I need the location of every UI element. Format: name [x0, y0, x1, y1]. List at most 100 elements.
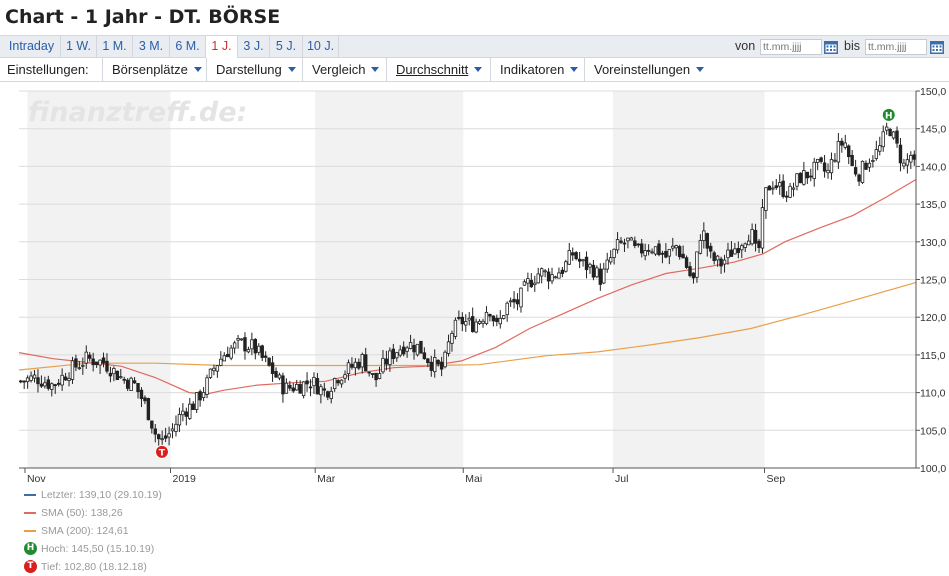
candle-body [215, 365, 220, 372]
candle-body [512, 298, 516, 303]
candle-body [836, 141, 841, 163]
candle-body [453, 319, 458, 337]
tab-3-j[interactable]: 3 J. [238, 36, 270, 57]
candle-body [753, 229, 758, 244]
candle-body [729, 249, 734, 257]
candle-body [757, 240, 761, 249]
candle-body [767, 185, 772, 191]
settings-label: Einstellungen: [7, 62, 89, 77]
candle-body [560, 269, 565, 274]
chevron-down-icon [287, 67, 296, 73]
candle-body [891, 131, 896, 139]
candle-body [470, 316, 475, 333]
calendar-icon[interactable] [929, 39, 945, 55]
legend-item: H Hoch: 145,50 (15.10.19) [24, 540, 162, 558]
candle-body [370, 373, 375, 375]
menu-voreinstellungen[interactable]: Voreinstellungen [584, 58, 705, 81]
candle-body [709, 245, 713, 252]
candle-body [157, 434, 161, 440]
candle-body [667, 249, 672, 257]
candle-body [205, 377, 209, 395]
candle-body [898, 144, 903, 164]
candle-body [32, 374, 37, 379]
tab-1-m[interactable]: 1 M. [97, 36, 133, 57]
menu-boersenplaetze[interactable]: Börsenplätze [102, 58, 202, 81]
candle-body [46, 379, 51, 389]
candle-body [243, 337, 247, 352]
chevron-down-icon [696, 67, 705, 73]
sma200-line [18, 281, 917, 371]
candle-body [733, 248, 737, 255]
candle-body [284, 382, 289, 394]
tab-6-m[interactable]: 6 M. [170, 36, 206, 57]
menu-durchschnitt[interactable]: Durchschnitt [386, 58, 483, 81]
candle-body [267, 357, 271, 366]
calendar-icon[interactable] [823, 39, 839, 55]
candle-body [194, 392, 199, 410]
y-tick-label: 115,0 [920, 350, 946, 362]
sma50-line [18, 178, 917, 395]
to-date-input[interactable] [865, 39, 927, 55]
tab-intraday[interactable]: Intraday [3, 36, 61, 57]
candle-body [878, 145, 882, 152]
candle-body [629, 237, 634, 241]
tab-1-w[interactable]: 1 W. [61, 36, 97, 57]
candle-body [881, 131, 885, 148]
candle-body [153, 428, 157, 435]
candle-body [464, 321, 468, 326]
candle-body [91, 358, 95, 366]
candle-body [722, 259, 727, 265]
candle-body [702, 230, 706, 241]
candle-body [705, 233, 709, 249]
candle-body [543, 270, 547, 273]
tab-5-j[interactable]: 5 J. [270, 36, 303, 57]
candle-body [415, 343, 420, 356]
legend-label: Letzter: 139,10 (29.10.19) [41, 489, 162, 501]
tab-3-m[interactable]: 3 M. [133, 36, 170, 57]
candle-body [650, 251, 654, 254]
high-marker-icon: H [24, 542, 37, 555]
candle-body [840, 140, 844, 146]
y-tick-label: 150,0 [920, 86, 946, 98]
tab-1-j[interactable]: 1 J. [206, 36, 238, 58]
candle-body [788, 185, 792, 198]
candle-body [22, 380, 26, 383]
legend-swatch [24, 530, 36, 532]
from-date-input[interactable] [760, 39, 822, 55]
candle-body [174, 423, 178, 432]
candle-body [212, 367, 216, 372]
candle-body [591, 264, 596, 278]
candle-body [615, 239, 620, 251]
candle-body [125, 379, 130, 389]
candle-body [329, 390, 333, 399]
candle-body [439, 361, 444, 370]
low-marker [154, 444, 169, 459]
candle-body [288, 384, 292, 389]
to-label: bis [844, 39, 860, 53]
legend-item: T Tief: 102,80 (18.12.18) [24, 558, 162, 576]
candle-body [853, 167, 858, 175]
candle-body [608, 257, 613, 263]
candle-body [847, 145, 851, 158]
y-tick-label: 145,0 [920, 124, 946, 136]
candle-body [588, 263, 592, 268]
candle-body [443, 351, 447, 368]
y-tick-label: 135,0 [920, 199, 946, 211]
candle-body [39, 383, 44, 387]
high-marker [881, 107, 896, 122]
candle-body [626, 237, 630, 242]
tab-10-j[interactable]: 10 J. [303, 36, 339, 57]
candle-body [864, 162, 868, 170]
x-tick-label: Nov [27, 473, 46, 485]
candle-body [295, 383, 299, 391]
candle-body [550, 274, 554, 282]
candle-body [809, 175, 813, 178]
menu-darstellung[interactable]: Darstellung [206, 58, 296, 81]
x-tick-label: Sep [767, 473, 786, 485]
candle-body [677, 246, 682, 258]
menu-vergleich[interactable]: Vergleich [302, 58, 380, 81]
candle-body [529, 279, 534, 288]
candle-body [505, 302, 509, 316]
menu-indikatoren[interactable]: Indikatoren [490, 58, 579, 81]
candle-body [495, 317, 499, 323]
